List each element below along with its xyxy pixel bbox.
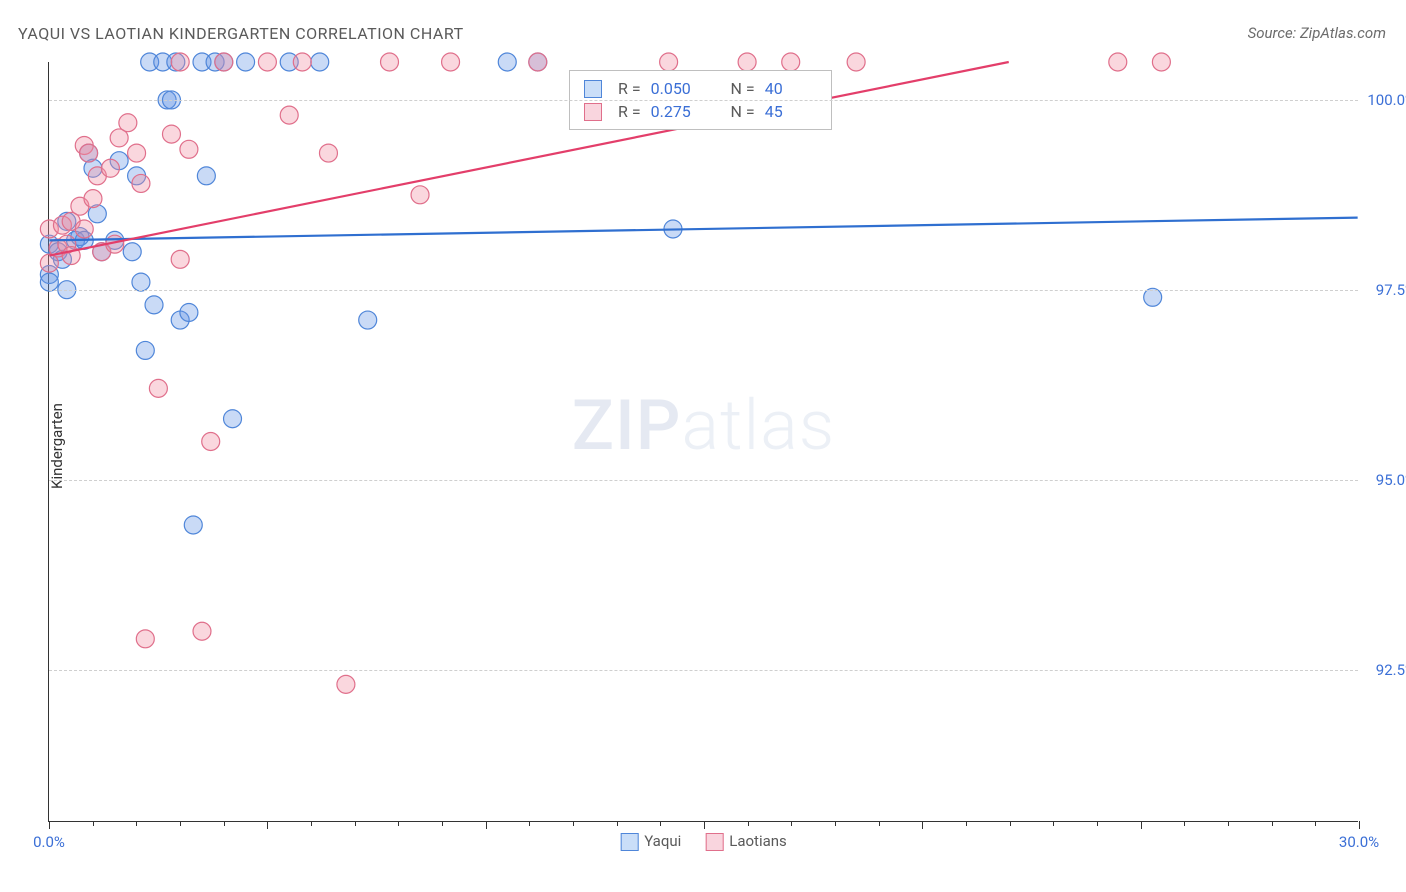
legend-swatch [620,833,638,851]
x-tick-major [49,821,50,829]
x-tick-minor [1315,821,1316,826]
x-tick-label: 0.0% [33,833,65,851]
legend-swatch [705,833,723,851]
x-tick-major [922,821,923,829]
legend-label: Yaqui [644,832,681,850]
x-tick-minor [1053,821,1054,826]
gridline-h [49,100,1358,101]
gridline-h [49,670,1358,671]
x-tick-minor [224,821,225,826]
x-tick-minor [93,821,94,826]
x-tick-minor [835,821,836,826]
y-tick-label: 95.0% [1376,471,1406,489]
trend-line [49,218,1357,241]
x-tick-minor [573,821,574,826]
x-tick-minor [1184,821,1185,826]
x-tick-minor [1097,821,1098,826]
stat-n-value: 45 [765,102,817,121]
x-tick-minor [1010,821,1011,826]
x-tick-minor [1272,821,1273,826]
x-tick-label: 30.0% [1339,833,1379,851]
x-tick-minor [1228,821,1229,826]
y-tick-label: 100.0% [1367,91,1406,109]
x-tick-minor [529,821,530,826]
legend-item: Yaqui [620,832,681,851]
x-tick-minor [617,821,618,826]
x-tick-minor [791,821,792,826]
gridline-h [49,290,1358,291]
y-tick-label: 92.5% [1376,661,1406,679]
stat-n-value: 40 [765,79,817,98]
plot-area: ZIPatlas R = 0.050 N = 40R = 0.275 N = 4… [48,62,1358,822]
x-tick-minor [660,821,661,826]
x-tick-minor [136,821,137,826]
stat-r-label: R = [618,79,641,98]
x-tick-major [486,821,487,829]
source-attribution: Source: ZipAtlas.com [1248,24,1386,42]
x-tick-major [267,821,268,829]
stat-n-label: N = [731,102,755,121]
x-tick-major [1141,821,1142,829]
y-tick-label: 97.5% [1376,281,1406,299]
trend-layer [49,62,1358,821]
stat-row: R = 0.275 N = 45 [584,100,817,123]
x-tick-minor [398,821,399,826]
x-tick-minor [355,821,356,826]
x-tick-minor [748,821,749,826]
stat-n-label: N = [731,79,755,98]
gridline-h [49,480,1358,481]
legend-item: Laotians [705,832,787,851]
stat-r-label: R = [618,102,641,121]
stat-row: R = 0.050 N = 40 [584,77,817,100]
stat-r-value: 0.050 [651,79,703,98]
x-tick-minor [442,821,443,826]
x-tick-major [1359,821,1360,829]
x-tick-major [704,821,705,829]
stat-r-value: 0.275 [651,102,703,121]
x-tick-minor [311,821,312,826]
legend-swatch [584,103,602,121]
legend-swatch [584,80,602,98]
legend-label: Laotians [729,832,787,850]
chart-title: YAQUI VS LAOTIAN KINDERGARTEN CORRELATIO… [18,24,464,43]
x-tick-minor [966,821,967,826]
legend-bottom: Yaqui Laotians [620,832,787,851]
x-tick-minor [879,821,880,826]
x-tick-minor [180,821,181,826]
